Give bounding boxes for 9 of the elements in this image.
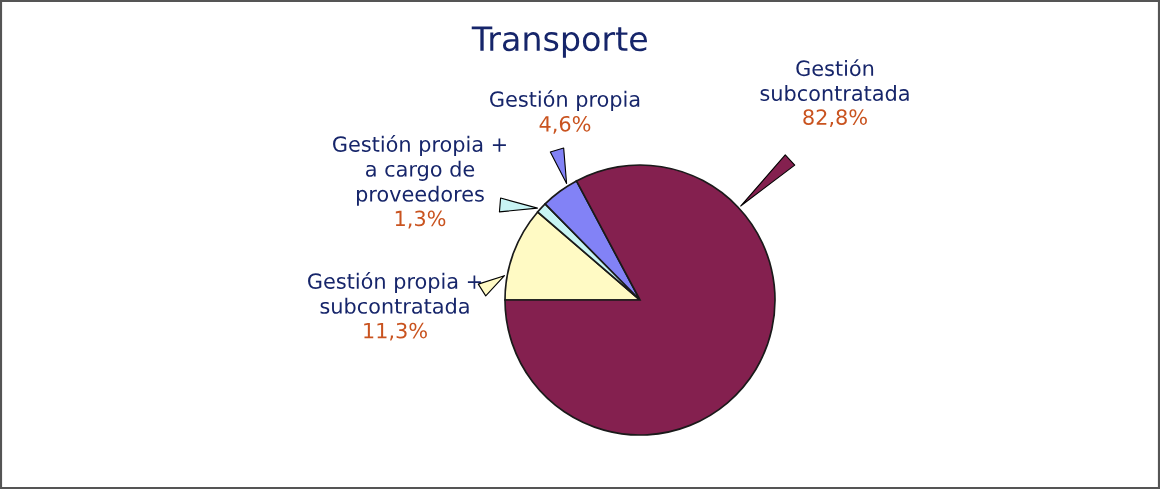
slice-label: Gestión propia + a cargo de proveedores (333, 135, 506, 206)
data-label: 11,3% (364, 322, 427, 341)
legend-label: Gestión propia + subcontratada (308, 272, 481, 314)
chart-title: Transporte (471, 26, 647, 58)
slice-label: Gestión subcontratada (760, 59, 909, 102)
data-label: 82,8% (803, 109, 867, 128)
data-label: 4,6% (539, 115, 591, 134)
data-label: 1,3% (395, 210, 446, 229)
slice-label: Gestión propia (490, 90, 640, 111)
